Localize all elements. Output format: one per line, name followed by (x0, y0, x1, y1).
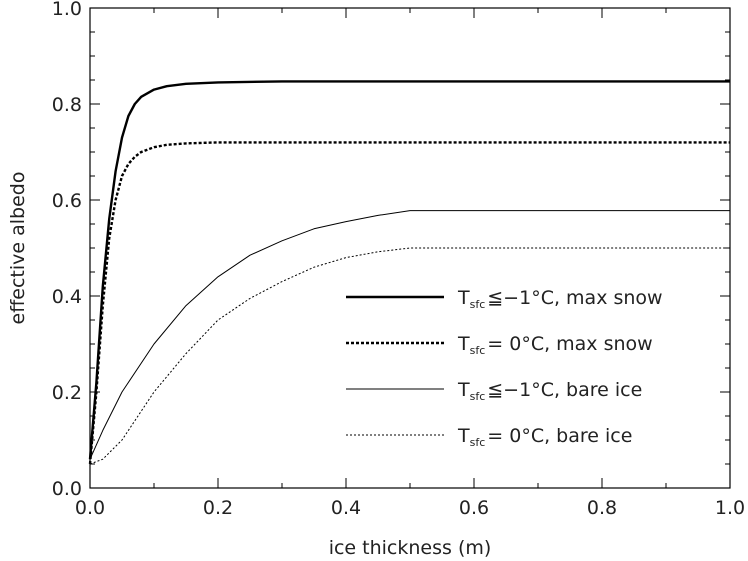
x-tick-label: 0.4 (331, 497, 361, 519)
x-axis-title: ice thickness (m) (329, 537, 492, 559)
series-line-1 (88, 80, 730, 460)
legend-label-4: Tsfc = 0°C, bare ice (457, 425, 632, 449)
tick-labels: 0.0 0.2 0.4 0.6 0.8 1.0 0.0 0.2 0.4 0.6 0.8 1.0 (52, 0, 745, 519)
x-tick-label: 0.8 (587, 497, 617, 519)
series-line-4 (89, 247, 730, 465)
y-tick-label: 0.4 (52, 286, 82, 308)
series-group (88, 80, 730, 465)
legend-label-2: Tsfc = 0°C, max snow (457, 333, 653, 357)
y-tick-label: 0.6 (52, 190, 82, 212)
series-line-3 (89, 210, 730, 460)
x-tick-label: 0.6 (459, 497, 489, 519)
y-axis-title: effective albedo (7, 172, 29, 325)
plot-frame (89, 7, 731, 489)
y-tick-label: 0.8 (52, 94, 82, 116)
legend-label-1: Tsfc ≦−1°C, max snow (457, 287, 663, 311)
y-tick-label: 1.0 (52, 0, 82, 20)
legend-label-3: Tsfc ≦−1°C, bare ice (457, 379, 642, 403)
series-line-2 (88, 141, 730, 465)
x-tick-label: 1.0 (715, 497, 745, 519)
x-tick-label: 0.2 (203, 497, 233, 519)
y-tick-label: 0.2 (52, 382, 82, 404)
y-tick-label: 0.0 (52, 478, 82, 500)
x-tick-label: 0.0 (75, 497, 105, 519)
legend: Tsfc ≦−1°C, max snow Tsfc = 0°C, max snow Ts… (346, 287, 663, 449)
axis-ticks (89, 7, 731, 489)
